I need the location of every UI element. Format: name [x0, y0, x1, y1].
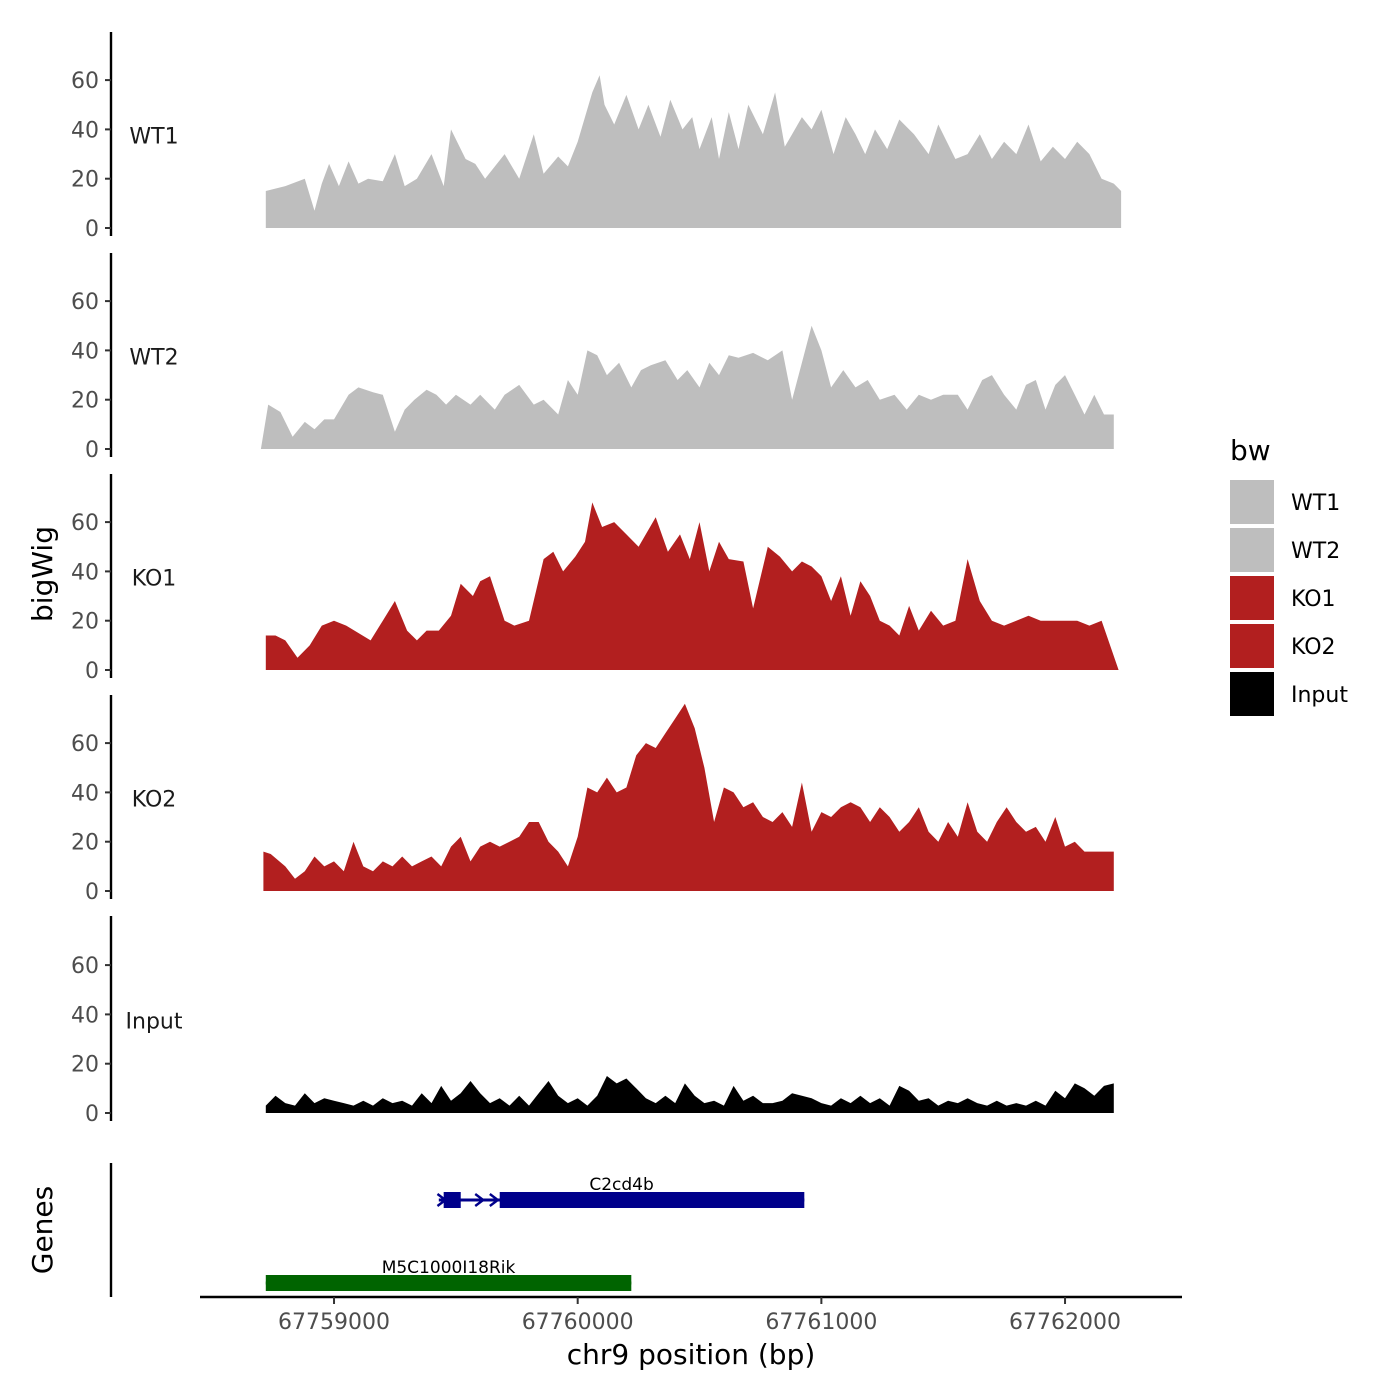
- coverage-area: [265, 75, 1122, 228]
- gene-c2cd4b: C2cd4b: [436, 1175, 805, 1208]
- y-tick-label: 60: [71, 511, 99, 536]
- legend-label: KO2: [1291, 635, 1336, 660]
- y-tick-label: 40: [71, 118, 99, 143]
- legend-label: KO1: [1291, 587, 1336, 612]
- y-tick-label: 40: [71, 1003, 99, 1028]
- x-axis-title: chr9 position (bp): [567, 1338, 816, 1371]
- legend-entry: KO2: [1230, 624, 1336, 668]
- legend-entry: WT2: [1230, 528, 1340, 572]
- legend-entry: WT1: [1230, 480, 1340, 524]
- y-tick-label: 60: [71, 69, 99, 94]
- strand-arrow: [489, 1193, 500, 1207]
- legend-entry: Input: [1230, 672, 1348, 716]
- legend-label: Input: [1291, 683, 1348, 708]
- y-tick-label: 20: [71, 831, 99, 856]
- track-label: Input: [126, 1009, 183, 1034]
- y-tick-label: 20: [71, 610, 99, 635]
- x-tick-label: 67761000: [765, 1310, 877, 1335]
- y-tick-label: 20: [71, 1053, 99, 1078]
- genes-layer: C2cd4b M5C1000I18Rik: [265, 1175, 805, 1291]
- gene-exon: [265, 1275, 632, 1291]
- genes-axis-title: Genes: [26, 1186, 59, 1274]
- gene-label: C2cd4b: [589, 1175, 653, 1195]
- y-tick-label: 40: [71, 560, 99, 585]
- legend-title: bw: [1230, 434, 1271, 467]
- x-ticks-layer: 67759000 67760000 67761000 67762000: [278, 1297, 1121, 1335]
- legend-swatch: [1230, 480, 1274, 524]
- y-tick-label: 40: [71, 781, 99, 806]
- y-tick-label: 20: [71, 389, 99, 414]
- legend-swatch: [1230, 528, 1274, 572]
- y-tick-label: 40: [71, 339, 99, 364]
- legend-swatch: [1230, 672, 1274, 716]
- x-tick-label: 67759000: [278, 1310, 390, 1335]
- coverage-area: [265, 1076, 1114, 1113]
- y-tick-label: 60: [71, 732, 99, 757]
- y-tick-label: 0: [85, 217, 99, 242]
- coverage-area: [263, 703, 1114, 891]
- legend-swatch: [1230, 576, 1274, 620]
- x-tick-label: 67760000: [522, 1310, 634, 1335]
- y-tick-label: 20: [71, 168, 99, 193]
- y-tick-label: 0: [85, 659, 99, 684]
- y-tick-label: 60: [71, 954, 99, 979]
- track-ko1: 0 20 40 60 KO1: [71, 474, 1119, 684]
- y-axis-title: bigWig: [26, 526, 59, 622]
- legend-entry: KO1: [1230, 576, 1336, 620]
- y-tick-label: 0: [85, 1102, 99, 1127]
- track-input: 0 20 40 60 Input: [71, 916, 1114, 1127]
- legend-entries: WT1 WT2 KO1 KO2 Input: [1230, 480, 1348, 716]
- y-tick-label: 0: [85, 880, 99, 905]
- genes-panel: Genes C2cd4b M5C1000I18Rik: [26, 1163, 805, 1297]
- strand-arrow: [436, 1193, 448, 1207]
- x-tick-label: 67762000: [1009, 1310, 1121, 1335]
- gene-exon: [499, 1192, 805, 1208]
- gene-exon: [443, 1192, 461, 1208]
- tracks-layer: 0 20 40 60 WT1 0 20 40 60 WT2 0 20 40 60 KO1 0 20 40 60 KO2…: [71, 32, 1122, 1127]
- track-label: WT1: [129, 124, 178, 149]
- gene-label: M5C1000I18Rik: [382, 1258, 516, 1278]
- x-axis: 67759000 67760000 67761000 67762000 chr9 po…: [200, 1295, 1182, 1371]
- track-label: KO2: [132, 787, 177, 812]
- legend-label: WT1: [1291, 491, 1340, 516]
- coverage-area: [260, 325, 1114, 449]
- legend-swatch: [1230, 624, 1274, 668]
- track-ko2: 0 20 40 60 KO2: [71, 695, 1114, 905]
- track-wt1: 0 20 40 60 WT1: [71, 32, 1122, 242]
- legend: bw WT1 WT2 KO1 KO2 Input: [1230, 434, 1348, 716]
- coverage-area: [265, 502, 1119, 670]
- track-wt2: 0 20 40 60 WT2: [71, 253, 1114, 463]
- y-tick-label: 60: [71, 290, 99, 315]
- legend-label: WT2: [1291, 539, 1340, 564]
- gene-m5c1000i18rik: M5C1000I18Rik: [265, 1258, 632, 1291]
- track-label: KO1: [132, 566, 177, 591]
- track-label: WT2: [129, 345, 178, 370]
- y-tick-label: 0: [85, 438, 99, 463]
- strand-arrow: [474, 1193, 486, 1207]
